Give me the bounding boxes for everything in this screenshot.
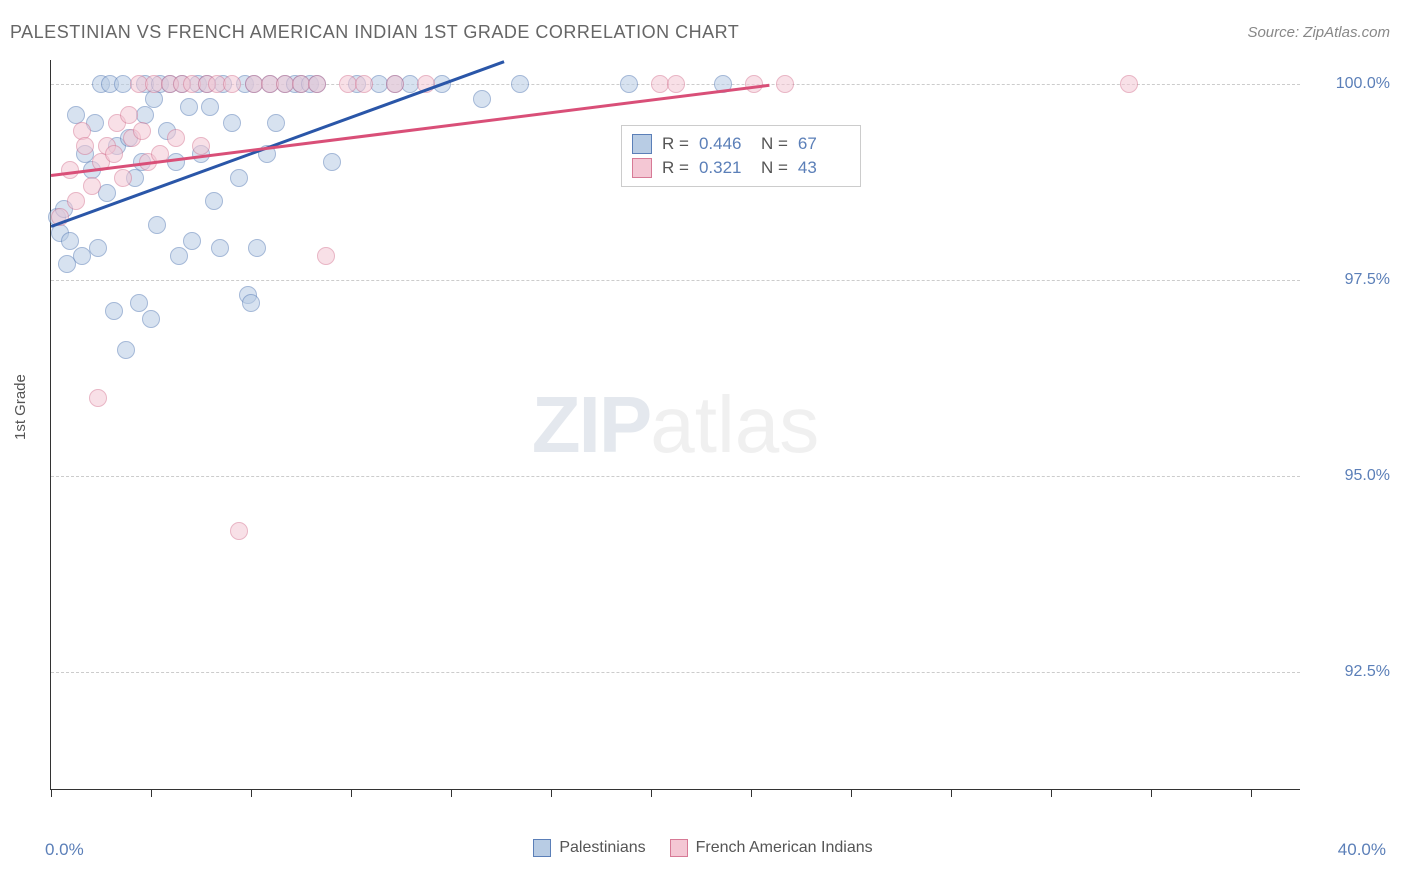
scatter-point <box>167 153 185 171</box>
stat-r-value: 0.321 <box>699 158 751 178</box>
y-tick-label: 100.0% <box>1310 75 1390 93</box>
x-tick <box>451 789 452 797</box>
stat-r-value: 0.446 <box>699 134 751 154</box>
stats-legend: R = 0.446 N = 67 R = 0.321 N = 43 <box>621 125 861 187</box>
scatter-point <box>105 145 123 163</box>
gridline <box>51 280 1300 281</box>
scatter-point <box>473 90 491 108</box>
stat-n-value: 43 <box>798 158 850 178</box>
scatter-point <box>511 75 529 93</box>
watermark: ZIPatlas <box>532 379 819 471</box>
scatter-point <box>83 177 101 195</box>
scatter-point <box>120 106 138 124</box>
gridline <box>51 476 1300 477</box>
scatter-point <box>192 137 210 155</box>
x-tick <box>1051 789 1052 797</box>
legend-item: French American Indians <box>670 839 873 857</box>
scatter-point <box>223 114 241 132</box>
x-tick <box>351 789 352 797</box>
legend-label: Palestinians <box>559 839 645 857</box>
scatter-point <box>170 247 188 265</box>
scatter-point <box>117 341 135 359</box>
scatter-point <box>180 98 198 116</box>
scatter-point <box>114 169 132 187</box>
y-axis-label: 1st Grade <box>12 374 29 440</box>
scatter-point <box>667 75 685 93</box>
scatter-point <box>89 239 107 257</box>
plot-area: ZIPatlas 92.5%95.0%97.5%100.0%R =0.446N … <box>50 60 1300 790</box>
x-tick <box>251 789 252 797</box>
scatter-point <box>133 122 151 140</box>
scatter-point <box>620 75 638 93</box>
scatter-point <box>145 90 163 108</box>
scatter-point <box>205 192 223 210</box>
scatter-point <box>61 232 79 250</box>
scatter-point <box>308 75 326 93</box>
x-tick <box>151 789 152 797</box>
scatter-point <box>183 232 201 250</box>
bottom-legend: Palestinians French American Indians <box>0 839 1406 862</box>
stat-r-label: R = <box>662 134 689 154</box>
legend-swatch <box>632 158 652 178</box>
legend-item: Palestinians <box>533 839 645 857</box>
stats-row: R = 0.321 N = 43 <box>632 156 850 180</box>
x-tick <box>751 789 752 797</box>
correlation-chart: PALESTINIAN VS FRENCH AMERICAN INDIAN 1S… <box>0 0 1406 892</box>
x-tick <box>651 789 652 797</box>
scatter-point <box>211 239 229 257</box>
scatter-point <box>142 310 160 328</box>
scatter-point <box>201 98 219 116</box>
scatter-point <box>745 75 763 93</box>
scatter-point <box>230 522 248 540</box>
stat-n-label: N = <box>761 158 788 178</box>
scatter-point <box>355 75 373 93</box>
scatter-point <box>76 137 94 155</box>
y-tick-label: 97.5% <box>1310 271 1390 289</box>
scatter-point <box>317 247 335 265</box>
scatter-point <box>67 192 85 210</box>
y-tick-label: 95.0% <box>1310 467 1390 485</box>
scatter-point <box>242 294 260 312</box>
scatter-point <box>148 216 166 234</box>
legend-swatch <box>533 839 551 857</box>
y-tick-label: 92.5% <box>1310 663 1390 681</box>
scatter-point <box>105 302 123 320</box>
scatter-point <box>267 114 285 132</box>
x-tick <box>951 789 952 797</box>
scatter-point <box>167 129 185 147</box>
legend-swatch <box>670 839 688 857</box>
scatter-point <box>89 389 107 407</box>
stats-row: R = 0.446 N = 67 <box>632 132 850 156</box>
x-tick <box>51 789 52 797</box>
scatter-point <box>386 75 404 93</box>
scatter-point <box>130 294 148 312</box>
legend-swatch <box>632 134 652 154</box>
chart-source: Source: ZipAtlas.com <box>1247 24 1390 41</box>
gridline <box>51 672 1300 673</box>
chart-title: PALESTINIAN VS FRENCH AMERICAN INDIAN 1S… <box>10 22 739 43</box>
scatter-point <box>223 75 241 93</box>
stat-n-label: N = <box>761 134 788 154</box>
stat-n-value: 67 <box>798 134 850 154</box>
scatter-point <box>98 184 116 202</box>
x-tick <box>551 789 552 797</box>
scatter-point <box>1120 75 1138 93</box>
scatter-point <box>776 75 794 93</box>
x-tick <box>851 789 852 797</box>
scatter-point <box>230 169 248 187</box>
scatter-point <box>323 153 341 171</box>
x-tick <box>1151 789 1152 797</box>
legend-label: French American Indians <box>696 839 873 857</box>
x-tick <box>1251 789 1252 797</box>
stat-r-label: R = <box>662 158 689 178</box>
scatter-point <box>248 239 266 257</box>
